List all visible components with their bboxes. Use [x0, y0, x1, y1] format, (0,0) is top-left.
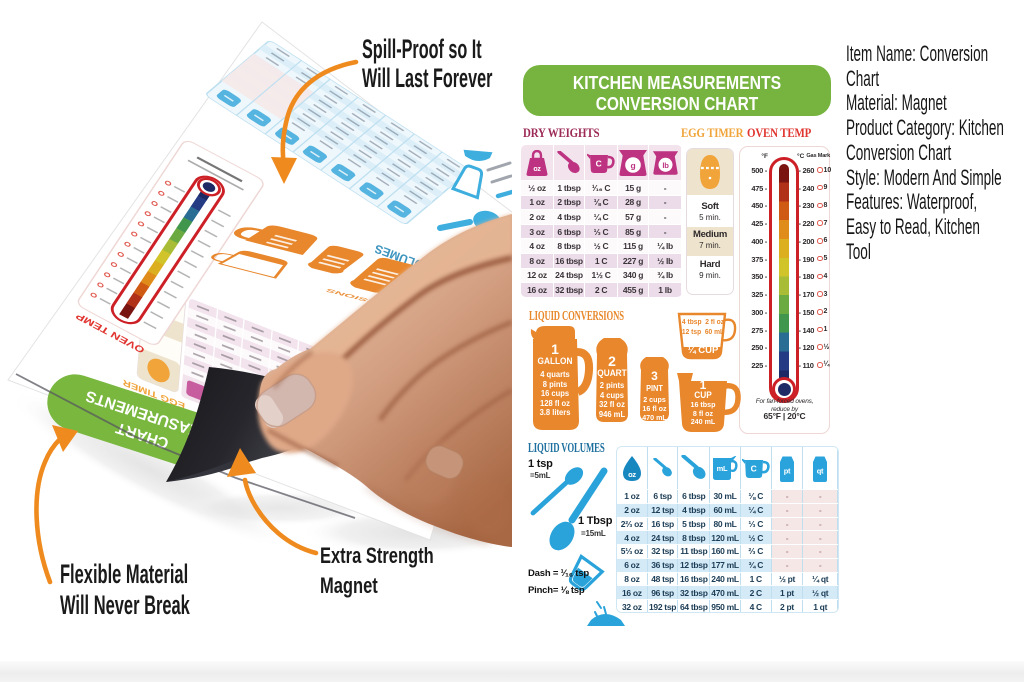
svg-text:C: C: [596, 158, 602, 168]
svg-text:pt: pt: [784, 466, 791, 475]
svg-text:oz: oz: [628, 470, 636, 479]
svg-text:lb: lb: [662, 160, 669, 169]
svg-text:C: C: [750, 464, 756, 474]
svg-text:qt: qt: [817, 466, 824, 475]
svg-text:oz: oz: [533, 166, 541, 173]
svg-text:mL: mL: [717, 464, 728, 473]
svg-text:g: g: [631, 160, 636, 170]
